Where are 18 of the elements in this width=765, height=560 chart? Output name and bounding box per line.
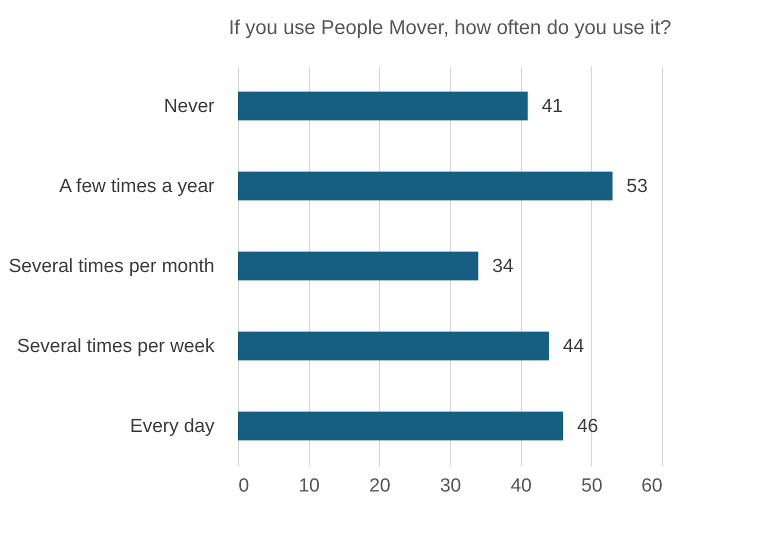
y-tick-label: Several times per week — [17, 336, 215, 357]
x-tick-label: 50 — [581, 476, 602, 496]
data-label: 44 — [562, 336, 584, 357]
data-label: 41 — [542, 96, 563, 117]
x-tick-label: 0 — [238, 476, 250, 496]
x-tick-label: 20 — [369, 476, 390, 496]
y-tick-label: Every day — [130, 416, 215, 437]
y-tick-label: Never — [164, 96, 216, 117]
x-tick-label: 10 — [298, 476, 320, 496]
chart-title: If you use People Mover, how often do you use it? — [228, 17, 672, 39]
y-tick-label: Several times per month — [8, 256, 214, 277]
x-tick-label: 30 — [440, 476, 462, 496]
y-tick-label: A few times a year — [59, 176, 216, 197]
data-label: 46 — [577, 416, 598, 437]
data-label: 53 — [626, 176, 648, 197]
data-label: 34 — [492, 256, 514, 277]
x-tick-label: 60 — [641, 476, 662, 496]
x-tick-label: 40 — [510, 476, 532, 496]
